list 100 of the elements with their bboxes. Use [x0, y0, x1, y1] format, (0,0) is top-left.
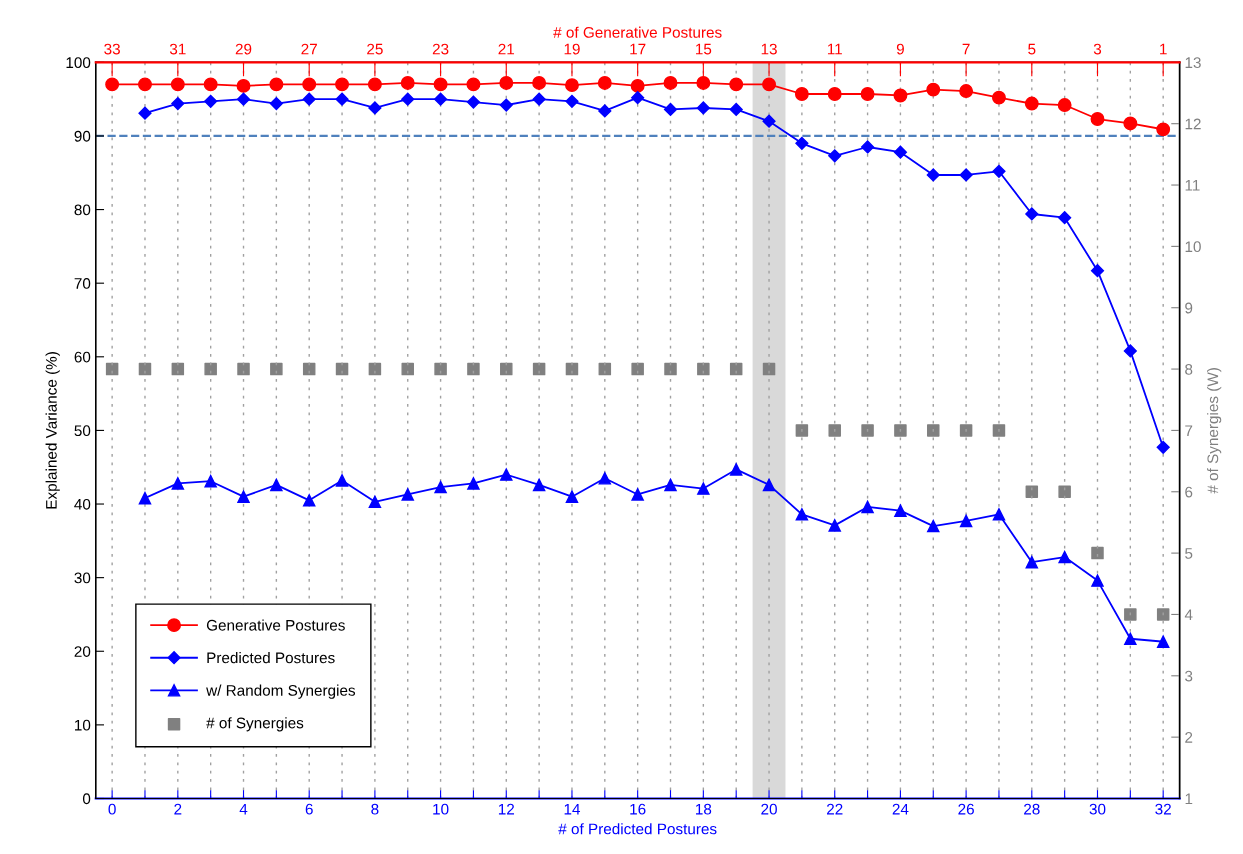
y2-tick-label: 13 — [1185, 57, 1201, 69]
x-tick-label: 18 — [696, 803, 712, 815]
legend-label: Predicted Postures — [207, 652, 335, 664]
x-tick-label: 2 — [174, 803, 182, 815]
point — [1058, 485, 1071, 499]
point — [237, 362, 250, 376]
point — [894, 424, 907, 437]
point — [171, 96, 185, 111]
point — [827, 87, 842, 101]
x-tick-label: 28 — [1024, 803, 1040, 815]
point — [532, 478, 546, 492]
x2-tick-label: 7 — [962, 43, 970, 55]
point — [1156, 440, 1170, 454]
point — [959, 168, 973, 182]
point — [631, 488, 644, 501]
y2-tick-label: 10 — [1185, 241, 1201, 253]
x-tick-label: 0 — [108, 803, 116, 815]
point — [597, 76, 612, 90]
y-tick-label: 0 — [82, 793, 91, 805]
x2-tick-label: 25 — [367, 43, 383, 55]
point — [335, 77, 349, 92]
point — [270, 362, 283, 376]
point — [467, 362, 480, 376]
point — [105, 77, 120, 92]
point — [236, 78, 251, 93]
y-tick-label: 70 — [74, 278, 91, 289]
x-tick-label: 32 — [1155, 803, 1171, 815]
point — [1156, 608, 1170, 621]
point — [138, 491, 152, 505]
x-tick-label: 12 — [498, 803, 515, 815]
point — [1156, 122, 1171, 137]
point — [664, 362, 677, 376]
point — [433, 92, 448, 106]
y2-tick-label: 3 — [1185, 670, 1193, 682]
x-tick-label: 20 — [761, 803, 777, 815]
y2-tick-label: 7 — [1185, 425, 1193, 436]
y-axis-title: Explained Variance (%) — [45, 352, 60, 509]
point — [138, 77, 152, 92]
point — [1123, 116, 1138, 131]
point — [598, 472, 612, 485]
point — [762, 114, 776, 128]
point — [302, 362, 316, 376]
point — [302, 77, 317, 92]
point — [1025, 555, 1039, 569]
point — [565, 94, 579, 108]
point — [236, 92, 251, 106]
point — [927, 424, 940, 437]
point — [237, 490, 250, 503]
x2-tick-label: 31 — [169, 43, 186, 55]
x2-tick-label: 27 — [301, 43, 317, 55]
point — [828, 519, 841, 532]
point — [434, 362, 447, 376]
point — [532, 76, 547, 90]
point — [663, 76, 678, 90]
point — [401, 92, 415, 106]
point — [499, 76, 514, 90]
y-tick-label: 80 — [74, 204, 91, 216]
legend-label: w/ Random Synergies — [206, 684, 356, 699]
point — [762, 478, 776, 492]
point — [893, 88, 908, 103]
point — [466, 95, 481, 109]
y-tick-label: 60 — [74, 351, 91, 363]
x-tick-label: 30 — [1089, 803, 1106, 815]
y-tick-label: 30 — [74, 572, 91, 584]
point — [368, 101, 382, 115]
y-tick-label: 90 — [74, 130, 91, 142]
x-tick-label: 6 — [305, 803, 313, 815]
y-tick-label: 20 — [74, 646, 91, 657]
x2-tick-label: 15 — [696, 43, 712, 55]
point — [795, 136, 809, 150]
point — [302, 92, 316, 106]
point — [170, 77, 185, 92]
point — [1025, 207, 1039, 221]
point — [1123, 344, 1137, 358]
point — [762, 77, 776, 92]
point — [565, 490, 579, 503]
y2-tick-label: 1 — [1185, 793, 1193, 805]
point — [1090, 264, 1105, 278]
x-tick-label: 16 — [630, 803, 646, 815]
point — [500, 468, 513, 481]
point — [1058, 550, 1071, 564]
point — [367, 77, 382, 92]
point — [204, 94, 218, 108]
y2-axis-title: # of Synergies (W) — [1207, 368, 1222, 494]
point — [992, 424, 1006, 437]
y-tick-label: 40 — [74, 498, 91, 510]
x2-tick-label: 23 — [432, 43, 449, 55]
x-tick-label: 14 — [564, 803, 581, 815]
point — [697, 482, 710, 495]
point — [1124, 632, 1137, 645]
point — [434, 480, 447, 494]
point — [204, 474, 217, 488]
point — [335, 474, 349, 487]
x2-tick-label: 3 — [1093, 43, 1102, 55]
y2-tick-label: 6 — [1185, 486, 1193, 498]
point — [729, 102, 743, 117]
point — [401, 488, 414, 501]
point — [565, 78, 579, 93]
x-tick-label: 8 — [371, 803, 379, 815]
point — [860, 140, 875, 154]
